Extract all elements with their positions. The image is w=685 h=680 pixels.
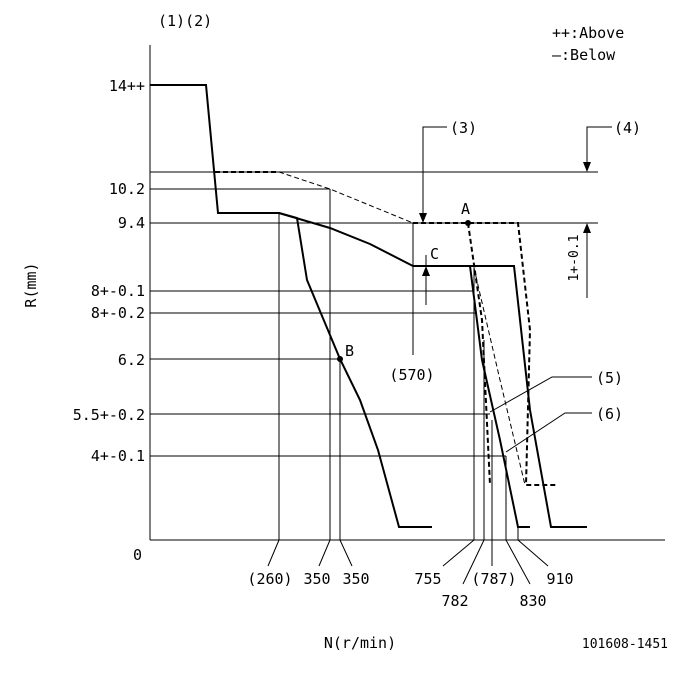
leader-910 bbox=[517, 539, 549, 567]
above-drop-a bbox=[467, 222, 491, 486]
x-tick-260: (260) bbox=[247, 570, 292, 588]
point-b-marker bbox=[337, 356, 343, 362]
x-tick-leaders bbox=[267, 539, 549, 585]
below-curve-b bbox=[278, 212, 432, 528]
above-plateau bbox=[413, 222, 556, 486]
point-c-label: C bbox=[430, 245, 439, 263]
leader-350a bbox=[318, 539, 331, 567]
drawing-number: 101608-1451 bbox=[582, 637, 668, 652]
callout-3-label: (3) bbox=[450, 119, 477, 137]
x-tick-350b: 350 bbox=[342, 570, 369, 588]
legend-below: —:Below bbox=[552, 46, 616, 64]
x-tick-830: 830 bbox=[519, 592, 546, 610]
y-tick-10-2: 10.2 bbox=[109, 180, 145, 198]
below-main-curve bbox=[150, 84, 587, 528]
callout-4-arrow-down bbox=[583, 162, 591, 172]
y-tick-9-4: 9.4 bbox=[118, 214, 145, 232]
x-tick-787: (787) bbox=[471, 570, 516, 588]
y-tick-8-02: 8+-0.2 bbox=[91, 304, 145, 322]
callout-4-label: (4) bbox=[614, 119, 641, 137]
ref-numbers-label: (1)(2) bbox=[158, 12, 212, 30]
origin-label: 0 bbox=[133, 546, 142, 564]
above-slope bbox=[278, 171, 414, 224]
y-tick-5-5: 5.5+-0.2 bbox=[73, 406, 145, 424]
callout-4-arrow-up bbox=[583, 223, 591, 233]
callout-6-leader bbox=[505, 412, 592, 453]
point-a-label: A bbox=[461, 200, 470, 218]
y-tick-labels: 14++ 10.2 9.4 8+-0.1 8+-0.2 6.2 5.5+-0.2… bbox=[73, 77, 145, 465]
y-tick-8-01: 8+-0.1 bbox=[91, 282, 145, 300]
y-axis-label: R(mm) bbox=[22, 262, 40, 307]
vertical-reference-lines bbox=[278, 189, 519, 540]
legend-above: ++:Above bbox=[552, 24, 624, 42]
callout-4-leader bbox=[586, 126, 612, 298]
y-tick-6-2: 6.2 bbox=[118, 351, 145, 369]
callout-5-label: (5) bbox=[596, 369, 623, 387]
x-axis-label: N(r/min) bbox=[324, 634, 396, 652]
tolerance-label: 1+-0.1 bbox=[567, 235, 582, 282]
above-thin-drop bbox=[473, 267, 526, 486]
leader-755 bbox=[442, 539, 475, 567]
x-tick-910: 910 bbox=[546, 570, 573, 588]
x-tick-350a: 350 bbox=[303, 570, 330, 588]
callout-5-leader bbox=[489, 376, 592, 413]
y-tick-4: 4+-0.1 bbox=[91, 447, 145, 465]
leader-260 bbox=[267, 539, 280, 567]
point-b-label: B bbox=[345, 342, 354, 360]
below-droop-curve bbox=[469, 265, 530, 528]
leader-830 bbox=[505, 539, 531, 585]
x-tick-782: 782 bbox=[441, 592, 468, 610]
leader-350b bbox=[339, 539, 353, 567]
callout-3-arrow-up bbox=[422, 266, 430, 276]
y-tick-14: 14++ bbox=[109, 77, 145, 95]
x-tick-755: 755 bbox=[414, 570, 441, 588]
x-tick-labels: (260) 350 350 755 782 (787) 830 910 bbox=[247, 570, 573, 610]
above-dashed-curves bbox=[215, 171, 556, 486]
callout-3-arrow-down bbox=[419, 213, 427, 223]
point-a-marker bbox=[465, 220, 471, 226]
callout-6-label: (6) bbox=[596, 405, 623, 423]
callout-570-label: (570) bbox=[389, 366, 434, 384]
leader-782 bbox=[462, 539, 485, 585]
callout-3-leader bbox=[422, 126, 447, 305]
